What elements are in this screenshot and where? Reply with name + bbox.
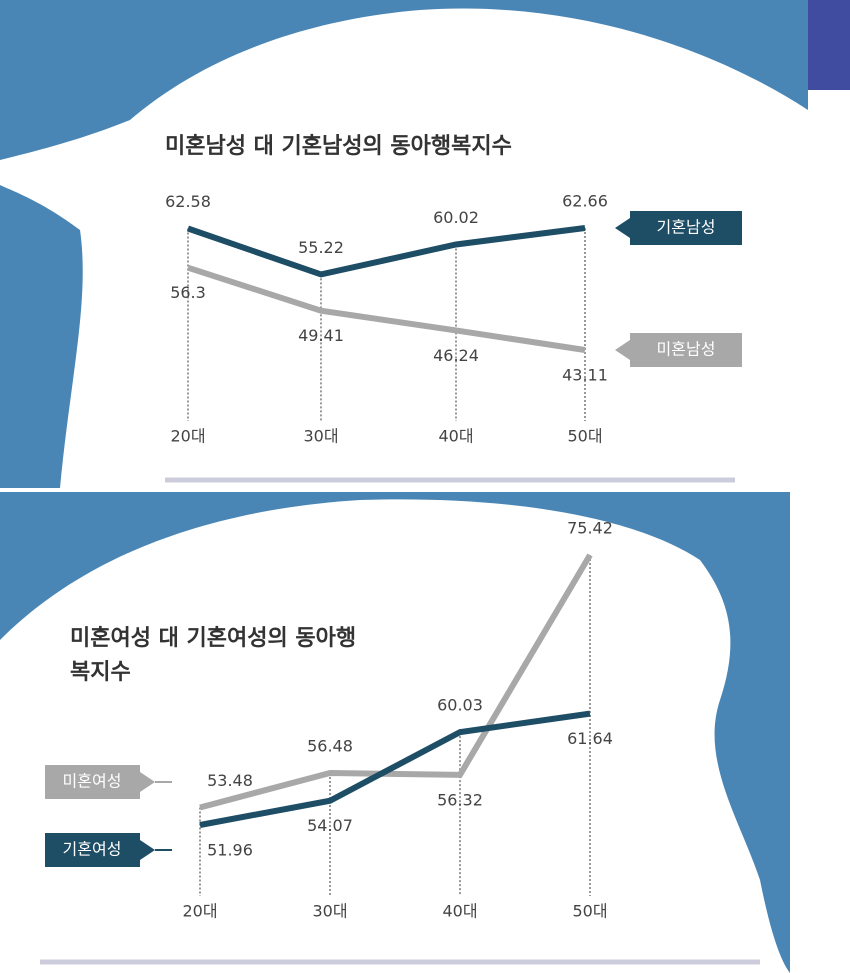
x-tick-label: 30대 <box>312 902 347 921</box>
legend-label: 기혼여성 <box>63 840 122 859</box>
data-label: 49.41 <box>298 326 344 345</box>
legend-label: 미혼남성 <box>657 340 716 359</box>
data-label: 55.22 <box>298 238 344 257</box>
data-label: 51.96 <box>207 841 253 860</box>
legend-arrow <box>140 772 155 792</box>
chart-title: 미혼남성 대 기혼남성의 동아행복지수 <box>165 134 512 159</box>
data-label: 56.32 <box>437 790 483 809</box>
legend-arrow <box>140 840 155 860</box>
data-label: 54.07 <box>307 816 353 835</box>
x-tick-label: 50대 <box>567 427 602 446</box>
data-label: 60.02 <box>433 208 479 227</box>
x-tick-label: 40대 <box>442 902 477 921</box>
x-tick-label: 40대 <box>438 427 473 446</box>
legend-label: 미혼여성 <box>63 772 122 791</box>
data-label: 61.64 <box>567 729 613 748</box>
legend-box <box>630 333 742 367</box>
data-label: 53.48 <box>207 771 253 790</box>
x-tick-label: 30대 <box>303 427 338 446</box>
data-label: 56.48 <box>307 736 353 755</box>
chart-title: 미혼여성 대 기혼여성의 동아행복지수 <box>70 626 357 685</box>
legend-box <box>45 765 140 799</box>
legend-arrow <box>615 340 630 360</box>
legend-label: 기혼남성 <box>657 218 716 237</box>
legend-box <box>630 211 742 245</box>
legend-arrow <box>615 218 630 238</box>
data-label: 75.42 <box>567 519 613 538</box>
x-tick-label: 50대 <box>572 902 607 921</box>
series-line <box>187 225 586 278</box>
silhouette <box>0 499 790 973</box>
series-line <box>199 553 593 811</box>
data-label: 60.03 <box>437 696 483 715</box>
data-label: 62.66 <box>562 192 608 211</box>
data-label: 56.3 <box>170 283 206 302</box>
legend-box <box>45 833 140 867</box>
data-label: 46.24 <box>433 346 479 365</box>
data-label: 62.58 <box>165 192 211 211</box>
x-tick-label: 20대 <box>170 427 205 446</box>
data-label: 43.11 <box>562 366 608 385</box>
x-tick-label: 20대 <box>182 902 217 921</box>
silhouette <box>0 8 808 489</box>
series-line <box>187 264 586 353</box>
corner-block <box>808 0 850 90</box>
series-line <box>199 710 591 828</box>
